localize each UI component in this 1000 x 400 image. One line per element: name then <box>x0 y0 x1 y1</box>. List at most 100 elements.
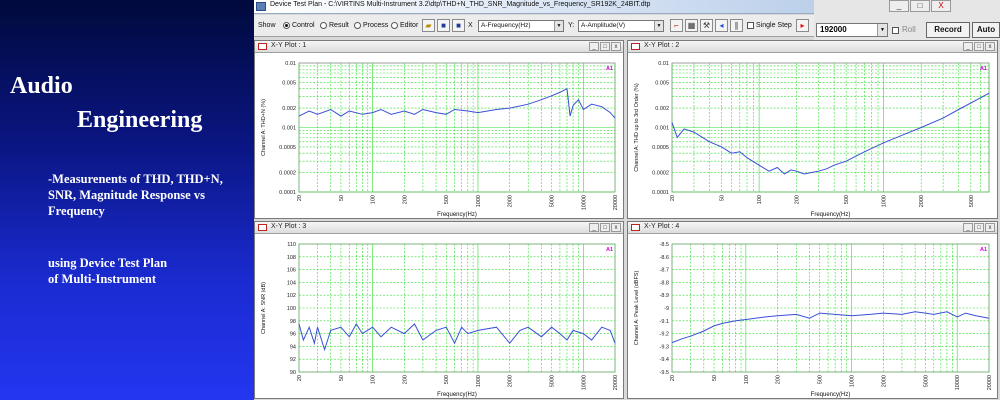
plot-window-titlebar[interactable]: X-Y Plot : 4 _ □ x <box>628 222 997 234</box>
record-button[interactable]: Record <box>926 22 970 38</box>
x-tick-label: 50 <box>339 375 345 381</box>
minimize-button[interactable]: _ <box>889 0 909 12</box>
y-tick-label: 0.005 <box>282 80 296 86</box>
wrench-icon[interactable]: ⚒ <box>700 19 713 32</box>
plot-window-titlebar[interactable]: X-Y Plot : 1 _ □ x <box>255 41 623 53</box>
y-tick-label: 0.01 <box>658 61 669 67</box>
x-tick-label: 1000 <box>476 375 482 387</box>
y-tick-label: -8.9 <box>660 293 669 299</box>
y-tick-label: -9.4 <box>660 357 669 363</box>
plot-maximize-button[interactable]: □ <box>974 42 984 51</box>
chevron-down-icon: ▼ <box>554 21 563 31</box>
slide-description-line-1: -Measurenents of THD, THD+N, <box>48 172 223 186</box>
x-tick-label: 10000 <box>955 375 961 390</box>
plot-close-button[interactable]: x <box>985 42 995 51</box>
y-tick-label: -8.8 <box>660 280 669 286</box>
y-tick-label: -8.6 <box>660 255 669 261</box>
chevron-down-icon: ▼ <box>654 21 663 31</box>
pause-icon[interactable]: ∥ <box>730 19 743 32</box>
plot-minimize-button[interactable]: _ <box>963 223 973 232</box>
x-tick-label: 50 <box>712 375 718 381</box>
x-tick-label: 10000 <box>581 195 587 210</box>
plot-close-button[interactable]: x <box>611 42 621 51</box>
plot-icon[interactable]: ⌐ <box>670 19 683 32</box>
plot-close-button[interactable]: x <box>611 223 621 232</box>
toolbar: Show Control Result Process Editor ▰ ■ ■… <box>254 15 814 37</box>
x-axis-select[interactable]: A-Frequency(Hz) ▼ <box>478 20 564 32</box>
close-button[interactable]: X <box>931 0 951 12</box>
window-titlebar[interactable]: Device Test Plan - C:\VIRTINS Multi-Inst… <box>254 0 814 14</box>
radio-control[interactable] <box>283 22 290 29</box>
x-tick-label: 5000 <box>550 195 556 207</box>
x-axis-label: Frequency(Hz) <box>437 392 477 398</box>
save-as-icon[interactable]: ■ <box>452 19 465 32</box>
xy-plot-window-2[interactable]: X-Y Plot : 2 _ □ x 0.01 0.005 0.002 0.001 0.00… <box>627 40 998 219</box>
y-tick-label: -9.5 <box>660 370 669 376</box>
xy-plot-4-chart[interactable]: -8.5 -8.6 -8.7 -8.8 -8.9 -9 -9.1 -9.2 -9.3 -9.4 -9… <box>628 234 999 400</box>
plot-window-title: X-Y Plot : 2 <box>644 42 680 49</box>
x-tick-label: 5000 <box>550 375 556 387</box>
plot-minimize-button[interactable]: _ <box>589 223 599 232</box>
auto-button[interactable]: Auto <box>972 22 1000 38</box>
channel-marker: A1 <box>980 66 987 72</box>
radio-control-label: Control <box>292 22 315 29</box>
open-folder-icon[interactable]: ▰ <box>422 19 435 32</box>
x-tick-label: 20 <box>297 375 303 381</box>
roll-checkbox[interactable] <box>892 27 899 34</box>
x-axis-label: Frequency(Hz) <box>811 212 851 218</box>
x-tick-label: 500 <box>444 375 450 384</box>
plot-maximize-button[interactable]: □ <box>600 223 610 232</box>
radio-result[interactable] <box>320 22 327 29</box>
plot-window-title: X-Y Plot : 3 <box>271 223 307 230</box>
x-tick-label: 2000 <box>508 195 514 207</box>
x-tick-label: 1000 <box>476 195 482 207</box>
radio-process[interactable] <box>354 22 361 29</box>
x-tick-label: 2000 <box>919 195 925 207</box>
table-icon[interactable]: ▦ <box>685 19 698 32</box>
slide-description-line-2: SNR, Magnitude Response vs <box>48 188 205 202</box>
y-tick-label: 0.002 <box>282 106 296 112</box>
y-axis-label: Channel A: THD up to 3rd Order (%) <box>634 83 640 172</box>
x-tick-label: 20000 <box>613 375 619 390</box>
series-line <box>298 87 616 119</box>
y-axis-label: Channel A: SNR (dB) <box>261 282 267 334</box>
x-tick-label: 200 <box>402 195 408 204</box>
maximize-button[interactable]: □ <box>910 0 930 12</box>
plot-minimize-button[interactable]: _ <box>589 42 599 51</box>
plot-window-titlebar[interactable]: X-Y Plot : 2 _ □ x <box>628 41 997 53</box>
y-tick-label: 0.0001 <box>279 190 296 196</box>
app-icon <box>256 2 266 11</box>
plot-close-button[interactable]: x <box>985 223 995 232</box>
plot-window-titlebar[interactable]: X-Y Plot : 3 _ □ x <box>255 222 623 234</box>
y-tick-label: 94 <box>290 344 296 350</box>
instrument-control-panel: _ □ X 192000 ▼ Roll Record Auto <box>814 0 1000 40</box>
slide-description-line-3: Frequency <box>48 204 105 218</box>
single-step-label: Single Step <box>756 22 792 29</box>
y-axis-select[interactable]: A-Amplitude(V) ▼ <box>578 20 664 32</box>
save-icon[interactable]: ■ <box>437 19 450 32</box>
x-tick-label: 100 <box>757 195 763 204</box>
plot-maximize-button[interactable]: □ <box>974 223 984 232</box>
y-tick-label: 98 <box>290 319 296 325</box>
plot-window-icon <box>258 43 267 50</box>
xy-plot-window-3[interactable]: X-Y Plot : 3 _ □ x 110 108 106 104 102 100 98 96 9… <box>254 221 624 399</box>
x-tick-label: 5000 <box>923 375 929 387</box>
y-tick-label: 108 <box>287 255 296 261</box>
x-tick-label: 20000 <box>987 375 993 390</box>
y-tick-label: 0.0005 <box>652 145 669 151</box>
plot-window-title: X-Y Plot : 1 <box>271 42 307 49</box>
sample-rate-select[interactable]: 192000 ▼ <box>816 23 888 37</box>
window-controls: _ □ X <box>888 0 951 12</box>
run-icon[interactable]: ▸ <box>796 19 809 32</box>
xy-plot-window-4[interactable]: X-Y Plot : 4 _ □ x -8.5 -8.6 -8.7 -8.8 -8.9 -9-… <box>627 221 998 399</box>
radio-editor[interactable] <box>391 22 398 29</box>
single-step-checkbox[interactable] <box>747 22 754 29</box>
x-tick-label: 200 <box>776 375 782 384</box>
plot-maximize-button[interactable]: □ <box>600 42 610 51</box>
speaker-icon[interactable]: ◂ <box>715 19 728 32</box>
xy-plot-window-1[interactable]: X-Y Plot : 1 _ □ x 0.01 0.005 0.002 0.001 0.00… <box>254 40 624 219</box>
plot-minimize-button[interactable]: _ <box>963 42 973 51</box>
